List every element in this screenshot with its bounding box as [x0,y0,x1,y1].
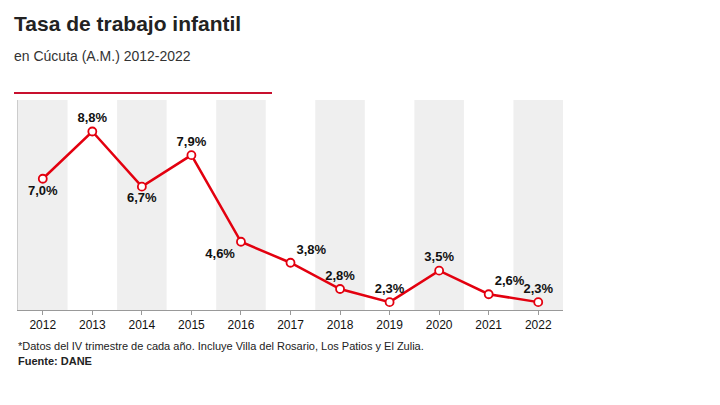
svg-text:2017: 2017 [277,318,304,332]
svg-text:2021: 2021 [475,318,502,332]
svg-text:2,8%: 2,8% [325,268,355,283]
svg-text:2014: 2014 [129,318,156,332]
svg-text:7,0%: 7,0% [28,183,58,198]
svg-text:2012: 2012 [29,318,56,332]
svg-text:2019: 2019 [376,318,403,332]
html-text:*Datos del IV trimestre de cad: *Datos del IV trimestre de cada año. Inc… [18,340,424,352]
html-text:Tasa de trabajo infantil: Tasa de trabajo infantil [14,12,242,35]
svg-text:2022: 2022 [525,318,552,332]
svg-text:2,3%: 2,3% [523,281,553,296]
svg-text:3,5%: 3,5% [424,249,454,264]
svg-text:3,8%: 3,8% [297,242,327,257]
svg-text:8,8%: 8,8% [77,110,107,125]
svg-text:2018: 2018 [327,318,354,332]
html-text:Fuente: DANE: Fuente: DANE [18,355,92,367]
html-text:en Cúcuta (A.M.) 2012-2022: en Cúcuta (A.M.) 2012-2022 [14,48,191,64]
svg-text:2016: 2016 [228,318,255,332]
svg-text:2,3%: 2,3% [375,281,405,296]
svg-text:2013: 2013 [79,318,106,332]
svg-text:2015: 2015 [178,318,205,332]
svg-text:6,7%: 6,7% [127,190,157,205]
svg-text:2,6%: 2,6% [495,273,525,288]
svg-text:2020: 2020 [426,318,453,332]
svg-text:4,6%: 4,6% [205,246,235,261]
svg-text:7,9%: 7,9% [177,134,207,149]
